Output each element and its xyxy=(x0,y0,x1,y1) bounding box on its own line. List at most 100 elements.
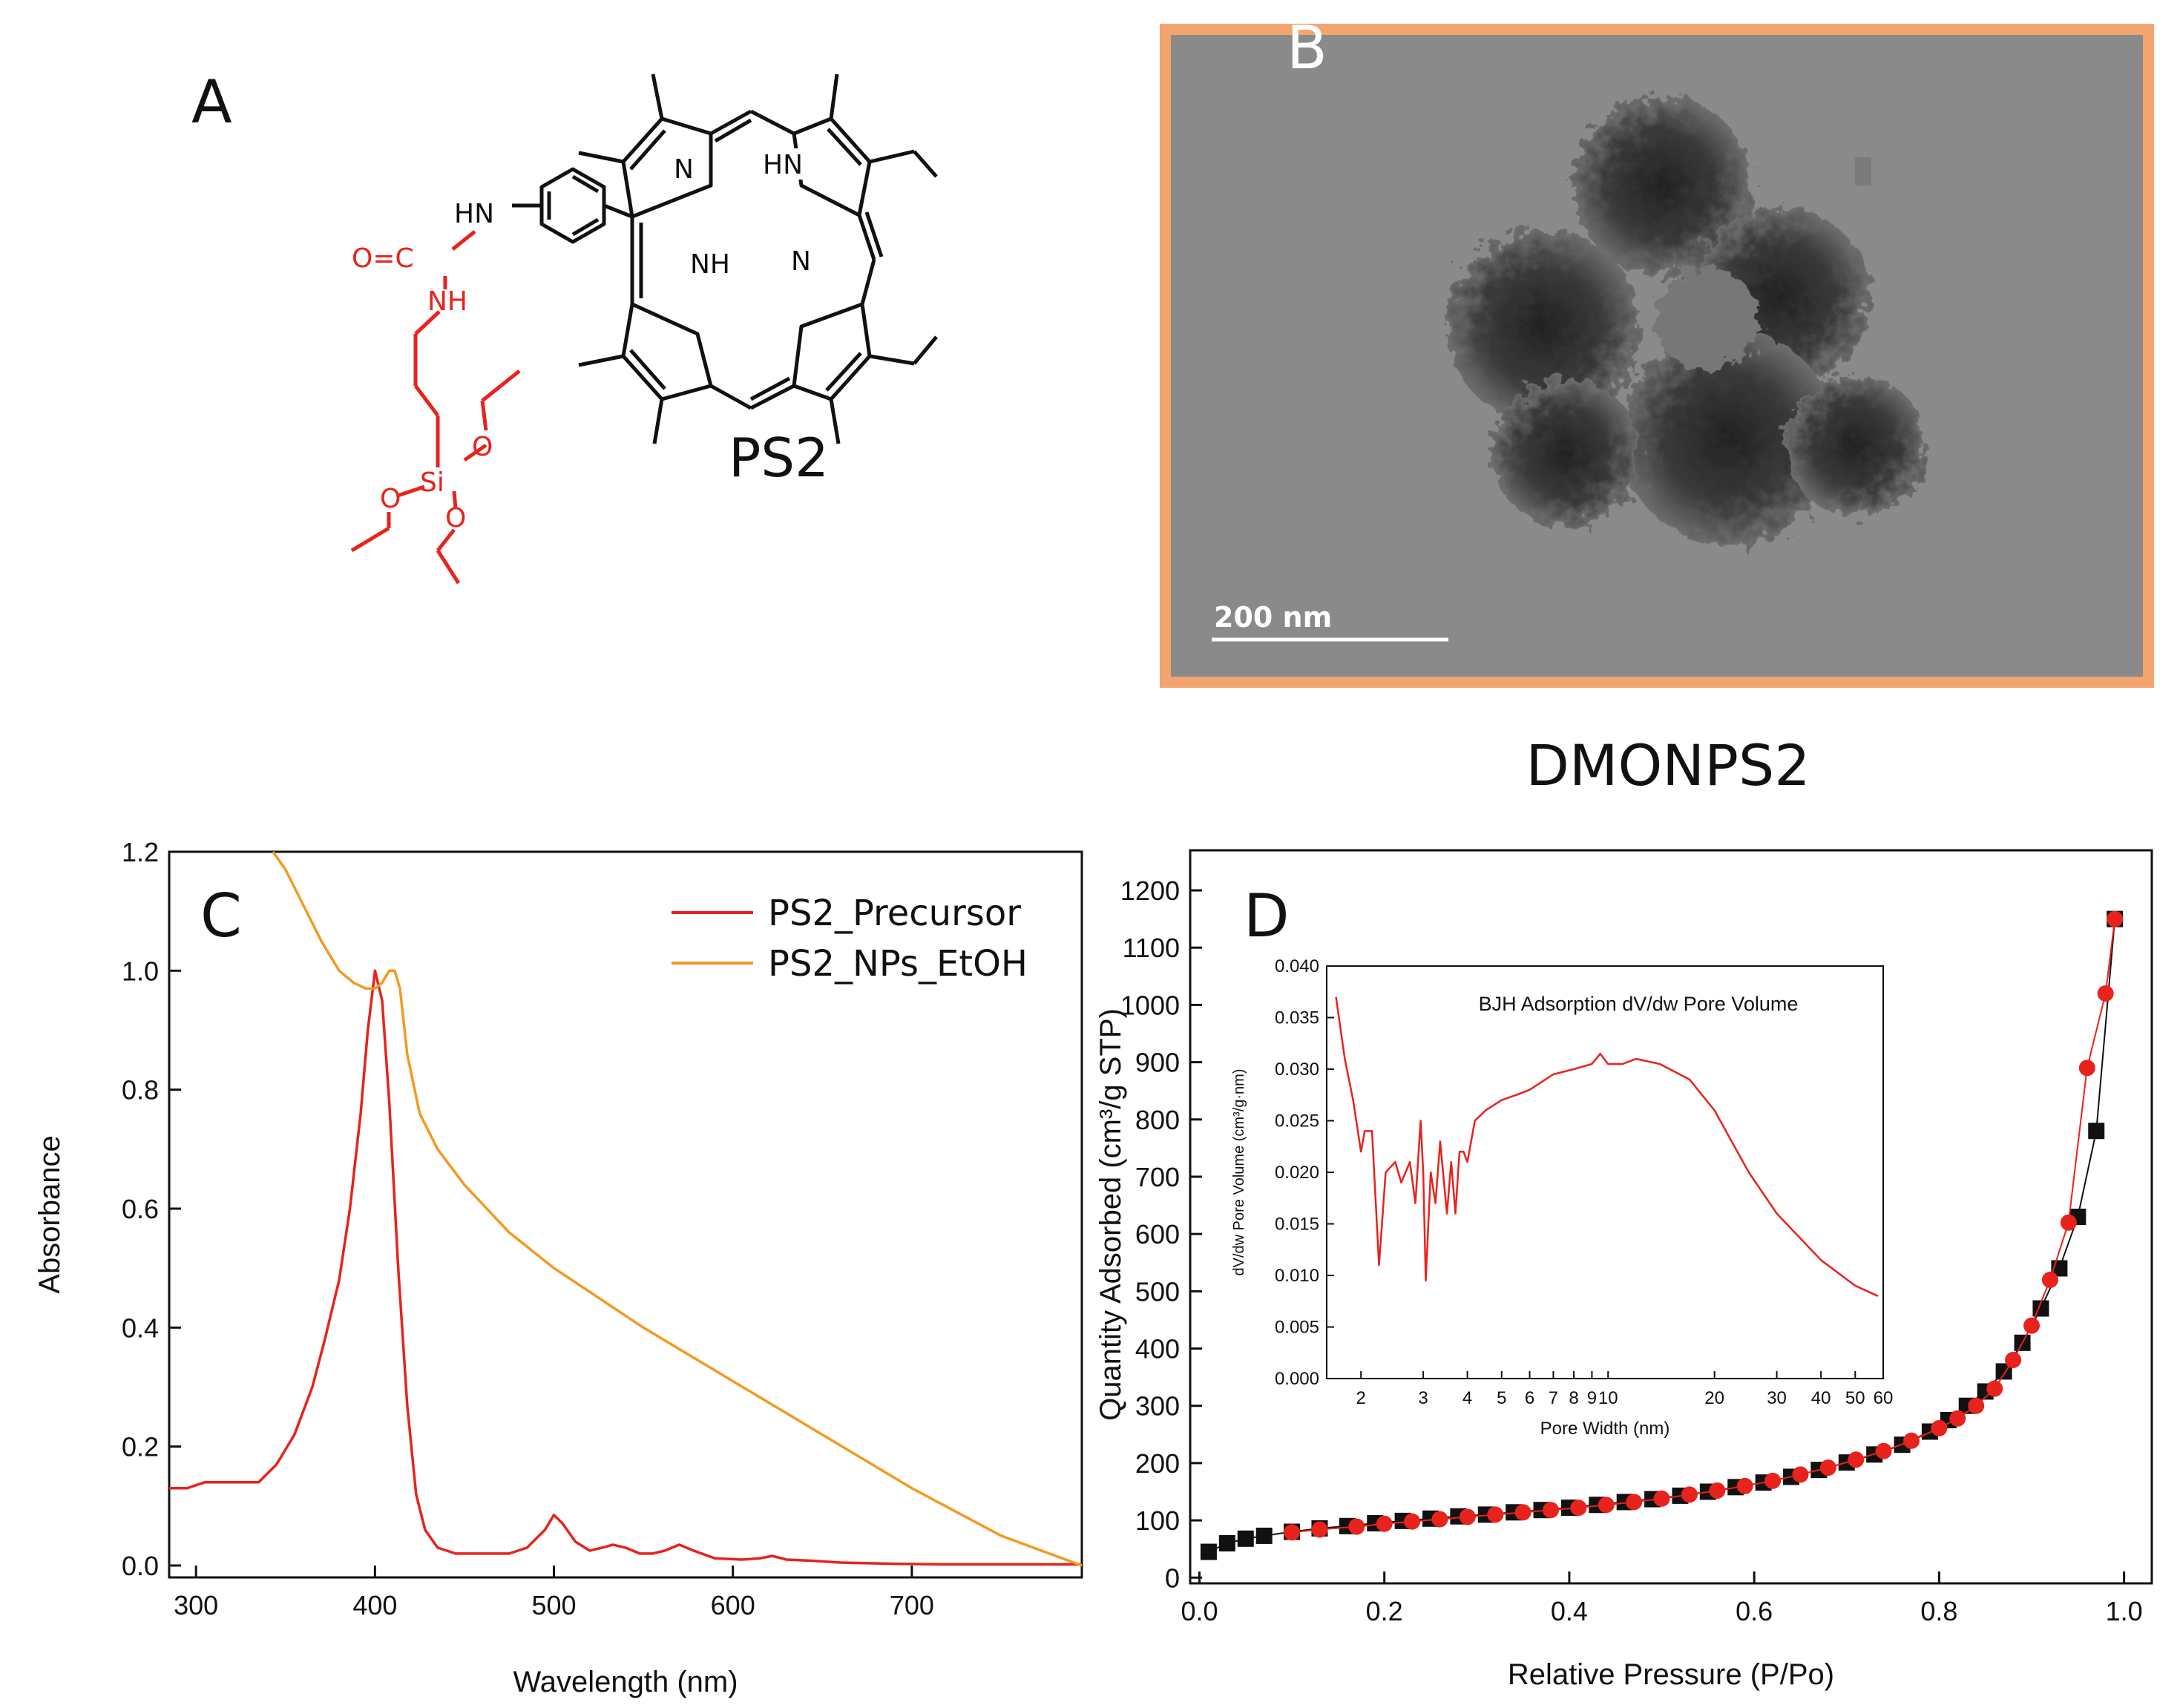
chart-c-legend-label: PS2_NPs_EtOH xyxy=(768,943,1028,985)
inset-xtick-label: 60 xyxy=(1874,1388,1894,1408)
atom-nh-ring: NH xyxy=(690,249,730,280)
inset-ytick-label: 0.025 xyxy=(1275,1111,1319,1131)
particle-cluster xyxy=(1447,96,1925,545)
inset-xtick-label: 30 xyxy=(1767,1388,1787,1408)
atom-nh-red: NH xyxy=(427,286,467,317)
chart-d-ytick-label: 100 xyxy=(1135,1505,1180,1536)
atom-o1: O xyxy=(472,432,493,462)
chart-d-ytick-label: 900 xyxy=(1135,1048,1180,1078)
inset-ytick-label: 0.015 xyxy=(1275,1215,1319,1235)
panel-c-letter: C xyxy=(200,881,242,950)
chart-c-ytick-label: 0.6 xyxy=(122,1194,159,1224)
panel-c-absorbance-chart: 300 400 500 600 700 0.0 0.2 0.4 0.6 0.8 1.0 1.2 C P… xyxy=(33,837,1083,1698)
chart-d-xtick-label: 0.2 xyxy=(1366,1596,1403,1626)
atom-o2: O xyxy=(380,484,401,514)
phenyl-meso-bond xyxy=(603,203,633,219)
chart-d-ytick-label: 600 xyxy=(1135,1219,1180,1249)
chart-c-ytick-label: 0.2 xyxy=(122,1432,159,1462)
chart-c-ytick-label: 1.0 xyxy=(122,956,159,986)
chart-d-point-circle xyxy=(1875,1442,1892,1459)
chart-c-xtick-label: 700 xyxy=(890,1590,934,1620)
pyrrole-top-left xyxy=(621,116,713,219)
panel-b-caption: DMONPS2 xyxy=(1526,732,1810,798)
chart-d-ytick-label: 700 xyxy=(1135,1162,1180,1192)
atom-n2: N xyxy=(791,246,811,277)
atom-o3: O xyxy=(445,503,466,533)
scale-bar-label: 200 nm xyxy=(1214,601,1332,634)
chart-d-point-circle xyxy=(1626,1494,1643,1511)
inset-ytick-label: 0.010 xyxy=(1275,1266,1319,1286)
panel-d-letter: D xyxy=(1244,881,1290,950)
inset-xtick-label: 10 xyxy=(1598,1388,1618,1408)
chart-c-legend-label: PS2_Precursor xyxy=(768,893,1021,934)
chart-d-point-circle xyxy=(1819,1459,1836,1477)
chart-d-inset: BJH Adsorption dV/dw Pore Volume Pore Wi… xyxy=(1231,956,1893,1439)
chart-d-point-circle xyxy=(1459,1508,1476,1525)
atom-hn-top: HN xyxy=(454,199,494,229)
pyrrole-bottom-right xyxy=(792,302,872,401)
chart-c-ytick-label: 1.2 xyxy=(122,837,159,867)
chart-d-point-circle xyxy=(1487,1506,1504,1523)
inset-xtick-label: 5 xyxy=(1497,1388,1506,1408)
atom-n1: N xyxy=(674,154,694,185)
inset-ytick-label: 0.020 xyxy=(1275,1163,1319,1183)
chart-d-point-circle xyxy=(2097,985,2114,1002)
chart-d-point-circle xyxy=(1681,1486,1698,1503)
chart-c-ylabel: Absorbance xyxy=(33,1135,66,1293)
chart-d-point-circle xyxy=(2041,1271,2058,1288)
inset-xtick-label: 3 xyxy=(1418,1388,1428,1408)
chart-c-ytick-label: 0.8 xyxy=(122,1075,159,1106)
chart-d-ytick-label: 800 xyxy=(1135,1105,1180,1135)
panel-a-structure: A xyxy=(191,68,938,585)
chart-c-ytick-label: 0.0 xyxy=(122,1551,159,1581)
chart-d-ytick-label: 200 xyxy=(1135,1448,1180,1479)
inset-xtick-label: 20 xyxy=(1704,1388,1724,1408)
chart-c-legend: PS2_Precursor PS2_NPs_EtOH xyxy=(672,893,1028,985)
chart-d-point-circle xyxy=(1311,1521,1328,1538)
chart-c-frame xyxy=(168,850,1083,1579)
panel-a-letter: A xyxy=(191,68,232,137)
chart-d-point-circle xyxy=(2107,910,2124,927)
inset-xtick-label: 9 xyxy=(1587,1388,1597,1408)
chart-d-point-circle xyxy=(1968,1397,1985,1414)
inset-frame xyxy=(1326,965,1884,1379)
chart-d-point-circle xyxy=(1348,1518,1365,1535)
atom-hn-ring: HN xyxy=(763,150,803,180)
inset-xtick-label: 7 xyxy=(1549,1388,1558,1408)
inset-ticks: 2 3 4 5 6 7 8 9 10 20 30 40 50 60 0.000 0.005 0.010 0.015… xyxy=(1275,956,1893,1408)
chart-d-point-circle xyxy=(2060,1214,2077,1231)
chart-d-ytick-label: 400 xyxy=(1135,1334,1180,1364)
chart-d-point-circle xyxy=(1543,1502,1559,1519)
chart-d-point-circle xyxy=(1764,1472,1782,1489)
inset-ytick-label: 0.005 xyxy=(1275,1318,1319,1338)
chart-d-ytick-label: 0 xyxy=(1165,1563,1180,1593)
chart-c-xtick-label: 500 xyxy=(531,1590,576,1620)
chart-d-point-circle xyxy=(1792,1466,1809,1483)
phenyl-ring xyxy=(539,167,606,244)
chart-d-ytick-label: 1000 xyxy=(1120,990,1180,1020)
atom-si: Si xyxy=(420,467,444,498)
chart-d-point-circle xyxy=(1284,1524,1301,1541)
inset-series-line xyxy=(1335,996,1879,1297)
inset-xtick-label: 4 xyxy=(1462,1388,1472,1408)
chart-d-point-circle xyxy=(1931,1419,1948,1436)
chart-d-xtick-label: 0.0 xyxy=(1181,1596,1218,1626)
chart-d-point-circle xyxy=(2023,1317,2040,1334)
panel-b-letter: B xyxy=(1287,13,1327,82)
chart-d-point-circle xyxy=(1376,1515,1393,1532)
chart-d-point-square xyxy=(1237,1530,1254,1547)
chart-d-ytick-label: 1200 xyxy=(1120,876,1180,906)
inset-xtick-label: 6 xyxy=(1525,1388,1534,1408)
chart-d-point-circle xyxy=(1903,1432,1920,1449)
inset-ytick-label: 0.040 xyxy=(1275,956,1319,976)
chart-d-ylabel: Quantity Adsorbed (cm³/g STP) xyxy=(1094,1008,1127,1421)
inset-ytick-label: 0.000 xyxy=(1275,1369,1319,1389)
chart-d-xlabel: Relative Pressure (P/Po) xyxy=(1508,1658,1834,1691)
chart-d-series-line-2 xyxy=(1291,919,2116,1534)
chart-c-xtick-label: 300 xyxy=(174,1590,218,1620)
chart-d-point-circle xyxy=(1431,1511,1448,1528)
panel-d-isotherm-chart: 0.0 0.2 0.4 0.6 0.8 1.0 0 100 200 300 400 500 600 700… xyxy=(1094,849,2153,1691)
inset-xtick-label: 2 xyxy=(1356,1388,1365,1408)
chart-c-ticks: 300 400 500 600 700 0.0 0.2 0.4 0.6 0.8 1.0 1.2 xyxy=(122,837,934,1620)
